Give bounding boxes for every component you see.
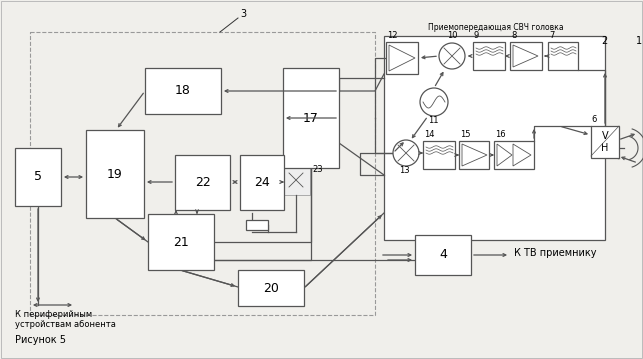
Bar: [86, 130, 144, 218]
Circle shape: [393, 140, 419, 166]
Text: 1: 1: [636, 36, 642, 46]
Bar: [238, 270, 304, 306]
Bar: [145, 68, 221, 114]
Bar: [282, 165, 310, 195]
Text: 6: 6: [591, 115, 596, 124]
Bar: [459, 141, 489, 169]
Text: 16: 16: [495, 130, 505, 139]
Bar: [246, 220, 268, 230]
Bar: [386, 42, 418, 74]
Bar: [591, 126, 619, 158]
Text: 12: 12: [387, 31, 397, 40]
Text: К ТВ приемнику: К ТВ приемнику: [514, 248, 597, 258]
Bar: [283, 68, 339, 168]
Text: 3: 3: [240, 9, 246, 19]
Bar: [415, 235, 471, 275]
Text: Приемопередающая СВЧ головка: Приемопередающая СВЧ головка: [428, 23, 564, 33]
Circle shape: [420, 88, 448, 116]
Text: 21: 21: [173, 236, 189, 248]
Text: 14: 14: [424, 130, 435, 139]
Text: 17: 17: [303, 112, 319, 125]
Bar: [240, 155, 284, 210]
Text: К периферийным
устройствам абонента: К периферийным устройствам абонента: [15, 310, 116, 330]
Text: 19: 19: [107, 168, 123, 181]
Text: 11: 11: [428, 116, 439, 125]
Bar: [494, 141, 534, 169]
Bar: [423, 141, 455, 169]
Text: 13: 13: [399, 166, 410, 175]
Bar: [15, 148, 61, 206]
Text: V
H: V H: [601, 131, 609, 153]
Text: 20: 20: [263, 281, 279, 294]
Text: Рисунок 5: Рисунок 5: [15, 335, 66, 345]
Bar: [384, 36, 605, 240]
Text: 23: 23: [312, 165, 323, 174]
Text: 9: 9: [474, 31, 479, 40]
Bar: [473, 42, 505, 70]
Text: 15: 15: [460, 130, 471, 139]
Bar: [30, 32, 375, 315]
Bar: [148, 214, 214, 270]
Bar: [548, 42, 578, 70]
Text: 7: 7: [549, 31, 554, 40]
Text: 24: 24: [254, 176, 270, 189]
Text: 2: 2: [601, 36, 607, 46]
Text: 8: 8: [511, 31, 516, 40]
Text: 5: 5: [34, 171, 42, 183]
Bar: [510, 42, 542, 70]
Circle shape: [439, 43, 465, 69]
Bar: [175, 155, 230, 210]
Text: 22: 22: [195, 176, 210, 189]
Text: 18: 18: [175, 84, 191, 98]
Text: 4: 4: [439, 248, 447, 261]
Text: 10: 10: [447, 31, 458, 40]
